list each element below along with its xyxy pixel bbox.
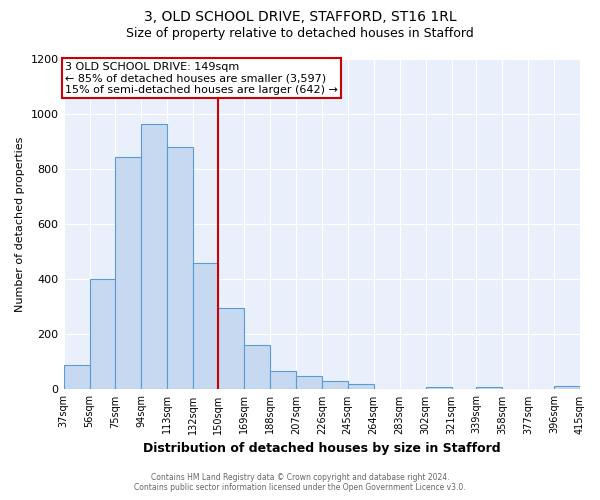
Bar bbox=[425, 387, 452, 390]
Bar bbox=[270, 370, 296, 390]
X-axis label: Distribution of detached houses by size in Stafford: Distribution of detached houses by size … bbox=[143, 442, 500, 455]
Bar bbox=[142, 124, 167, 390]
Bar bbox=[296, 376, 322, 390]
Text: 3, OLD SCHOOL DRIVE, STAFFORD, ST16 1RL: 3, OLD SCHOOL DRIVE, STAFFORD, ST16 1RL bbox=[143, 10, 457, 24]
Bar bbox=[476, 386, 502, 390]
Y-axis label: Number of detached properties: Number of detached properties bbox=[15, 136, 25, 312]
Bar bbox=[64, 364, 89, 390]
Bar bbox=[89, 280, 115, 390]
Bar bbox=[115, 157, 142, 390]
Bar bbox=[348, 384, 374, 390]
Bar bbox=[167, 147, 193, 390]
Bar bbox=[193, 263, 218, 390]
Text: Contains HM Land Registry data © Crown copyright and database right 2024.
Contai: Contains HM Land Registry data © Crown c… bbox=[134, 473, 466, 492]
Bar bbox=[322, 380, 348, 390]
Text: Size of property relative to detached houses in Stafford: Size of property relative to detached ho… bbox=[126, 28, 474, 40]
Bar bbox=[218, 308, 244, 390]
Text: 3 OLD SCHOOL DRIVE: 149sqm
← 85% of detached houses are smaller (3,597)
15% of s: 3 OLD SCHOOL DRIVE: 149sqm ← 85% of deta… bbox=[65, 62, 338, 95]
Bar bbox=[244, 346, 270, 390]
Bar bbox=[554, 386, 580, 390]
